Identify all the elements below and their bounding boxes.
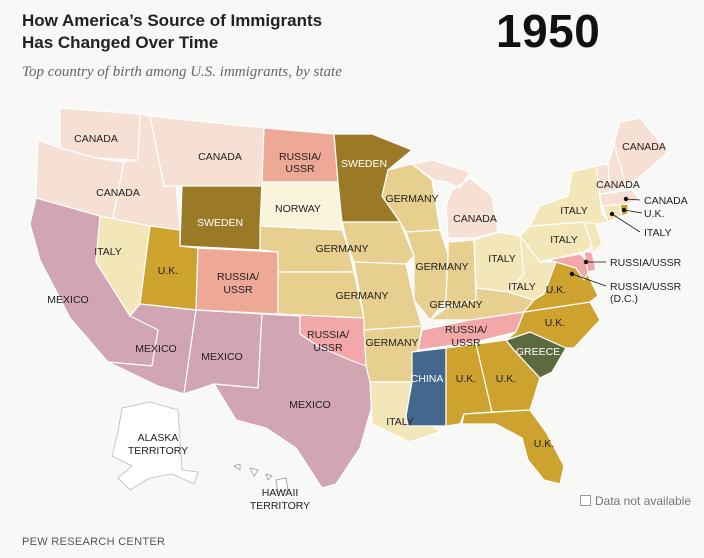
label-ak-1: ALASKA bbox=[138, 432, 179, 444]
label-ia: GERMANY bbox=[415, 261, 468, 273]
label-co-2: USSR bbox=[223, 284, 253, 296]
label-nv: ITALY bbox=[94, 246, 122, 258]
label-sc: GREECE bbox=[516, 346, 560, 358]
label-ak-2: TERRITORY bbox=[128, 445, 188, 457]
label-fl: U.K. bbox=[534, 438, 554, 450]
state-virginia[interactable] bbox=[523, 261, 599, 313]
label-co-1: RUSSIA/ bbox=[217, 271, 259, 283]
label-id: CANADA bbox=[96, 187, 140, 199]
label-nd-1: RUSSIA/ bbox=[279, 151, 321, 163]
label-wy: SWEDEN bbox=[197, 217, 243, 229]
state-labels: CANADA CANADA CANADA RUSSIA/ USSR SWEDEN… bbox=[47, 133, 687, 512]
leader-ct bbox=[611, 213, 641, 233]
label-hi-2: TERRITORY bbox=[250, 500, 310, 512]
label-tn-1: RUSSIA/ bbox=[445, 324, 487, 336]
label-ct: ITALY bbox=[644, 227, 672, 239]
label-wa: CANADA bbox=[74, 133, 118, 145]
label-pa: ITALY bbox=[550, 234, 578, 246]
label-vt: CANADA bbox=[596, 179, 640, 191]
state-maryland[interactable] bbox=[547, 253, 593, 281]
label-ar: GERMANY bbox=[365, 337, 418, 349]
state-maine[interactable] bbox=[613, 117, 669, 187]
label-tx: MEXICO bbox=[289, 399, 330, 411]
label-sd: NORWAY bbox=[275, 203, 321, 215]
legend-label: Data not available bbox=[595, 494, 692, 508]
label-ma: CANADA bbox=[644, 195, 688, 207]
label-al: U.K. bbox=[456, 373, 476, 385]
state-washington[interactable] bbox=[59, 107, 141, 161]
label-ga: U.K. bbox=[496, 373, 516, 385]
state-florida[interactable] bbox=[461, 409, 565, 485]
label-la: ITALY bbox=[386, 416, 414, 428]
subtitle: Top country of birth among U.S. immigran… bbox=[22, 64, 342, 80]
source-credit: PEW RESEARCH CENTER bbox=[22, 536, 166, 548]
label-nc: U.K. bbox=[545, 317, 565, 329]
territory-alaska[interactable] bbox=[111, 401, 199, 491]
label-tn-2: USSR bbox=[451, 337, 481, 349]
label-dc-2: (D.C.) bbox=[610, 293, 638, 305]
label-ks: GERMANY bbox=[335, 290, 388, 302]
label-hi-1: HAWAII bbox=[262, 487, 299, 499]
label-nm: MEXICO bbox=[201, 351, 242, 363]
legend-swatch bbox=[580, 495, 591, 506]
leader-dc bbox=[571, 273, 607, 287]
state-mississippi[interactable] bbox=[405, 347, 447, 427]
label-oh: ITALY bbox=[488, 253, 516, 265]
label-ms: CHINA bbox=[411, 373, 444, 385]
label-ny: ITALY bbox=[560, 205, 588, 217]
label-dc-1: RUSSIA/USSR bbox=[610, 281, 682, 293]
label-md: RUSSIA/USSR bbox=[610, 257, 682, 269]
label-ne: GERMANY bbox=[315, 243, 368, 255]
state-indiana[interactable] bbox=[445, 239, 477, 309]
legend-no-data: Data not available bbox=[580, 494, 691, 508]
state-illinois[interactable] bbox=[405, 229, 449, 321]
title-line-1: How America’s Source of Immigrants bbox=[22, 11, 323, 30]
callout-markers bbox=[569, 196, 643, 287]
state-michigan[interactable] bbox=[411, 159, 499, 239]
label-ut: U.K. bbox=[158, 265, 178, 277]
label-mi: CANADA bbox=[453, 213, 497, 225]
label-mt: CANADA bbox=[198, 151, 242, 163]
label-wi: GERMANY bbox=[385, 193, 438, 205]
year-label: 1950 bbox=[496, 5, 601, 57]
label-ok-2: USSR bbox=[313, 342, 343, 354]
label-me: CANADA bbox=[622, 141, 666, 153]
label-ca: MEXICO bbox=[47, 294, 88, 306]
title-line-2: Has Changed Over Time bbox=[22, 33, 219, 52]
state-massachusetts[interactable] bbox=[599, 189, 641, 207]
label-nd-2: USSR bbox=[285, 163, 315, 175]
label-ri: U.K. bbox=[644, 208, 664, 220]
leader-ri bbox=[623, 209, 643, 214]
label-az: MEXICO bbox=[135, 343, 176, 355]
label-va: U.K. bbox=[546, 284, 566, 296]
label-wv: ITALY bbox=[508, 281, 536, 293]
label-ok-1: RUSSIA/ bbox=[307, 329, 349, 341]
label-mn: SWEDEN bbox=[341, 158, 387, 170]
territory-hawaii[interactable] bbox=[233, 463, 289, 493]
label-il: GERMANY bbox=[429, 299, 482, 311]
leader-ma bbox=[625, 198, 641, 201]
chart-title: How America’s Source of Immigrants Has C… bbox=[22, 10, 442, 54]
